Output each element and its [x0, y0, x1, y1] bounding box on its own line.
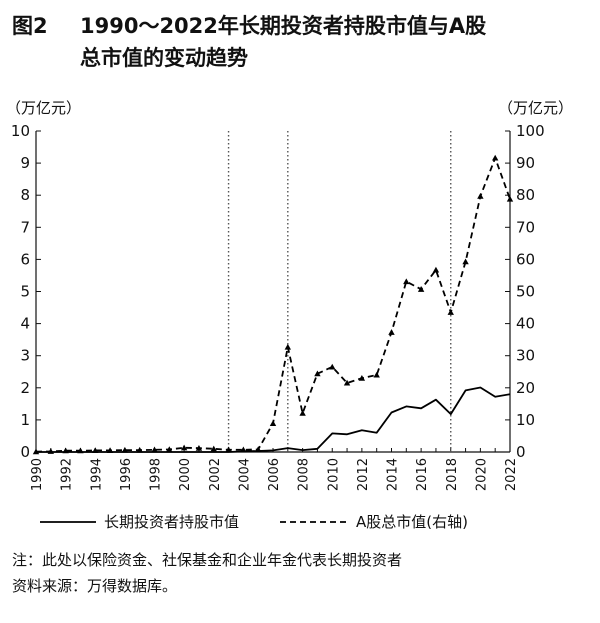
- a-share-data-point: [269, 420, 277, 426]
- x-tick-label: 2022: [504, 458, 519, 491]
- a-share-data-point: [225, 446, 232, 453]
- x-tick-label: 2008: [297, 458, 312, 491]
- left-axis-unit: （万亿元）: [6, 99, 81, 117]
- a-share-market-cap-line: [35, 157, 511, 453]
- a-share-data-point: [136, 446, 143, 453]
- x-tick-label: 2006: [267, 458, 282, 491]
- figure-label: 图2: [12, 14, 48, 38]
- a-share-data-point: [299, 409, 306, 416]
- right-tick-label: 70: [516, 218, 535, 236]
- figure-title-line-2: 总市值的变动趋势: [80, 46, 248, 70]
- a-share-data-point: [254, 446, 262, 452]
- legend-label-long-term-investor: 长期投资者持股市值: [104, 513, 239, 531]
- right-tick-label: 90: [516, 154, 535, 172]
- a-share-data-point: [195, 444, 203, 451]
- a-share-data-point: [373, 371, 380, 378]
- right-tick-label: 50: [516, 283, 535, 301]
- right-tick-label: 30: [516, 347, 535, 365]
- x-tick-label: 2002: [208, 458, 223, 491]
- left-tick-label: 4: [20, 315, 30, 333]
- a-share-data-point: [180, 444, 188, 451]
- a-share-data-point: [447, 309, 454, 315]
- a-share-data-point: [106, 447, 114, 453]
- x-tick-label: 2004: [237, 458, 252, 491]
- left-tick-label: 3: [20, 347, 30, 365]
- a-share-data-point: [432, 266, 440, 273]
- left-tick-label: 5: [20, 283, 30, 301]
- a-share-data-point: [47, 448, 55, 454]
- right-tick-label: 60: [516, 250, 535, 268]
- a-share-data-point: [343, 379, 351, 386]
- a-share-data-point: [32, 448, 40, 455]
- left-tick-label: 9: [20, 154, 30, 172]
- a-share-data-point: [358, 374, 366, 381]
- right-tick-label: 10: [516, 411, 535, 429]
- x-tick-label: 1994: [89, 458, 104, 491]
- left-tick-label: 8: [20, 186, 30, 204]
- a-share-data-point: [240, 446, 247, 453]
- a-share-data-point: [477, 192, 484, 199]
- x-tick-label: 1990: [30, 458, 45, 491]
- a-share-data-point: [121, 446, 129, 453]
- a-share-data-point: [462, 258, 469, 265]
- figure-title-line-1: 1990～2022年长期投资者持股市值与A股: [80, 14, 487, 38]
- x-tick-label: 2014: [386, 458, 401, 491]
- right-tick-label: 80: [516, 186, 535, 204]
- a-share-data-point: [329, 363, 336, 370]
- a-share-data-point: [62, 447, 69, 454]
- right-tick-label: 40: [516, 315, 535, 333]
- x-tick-label: 1996: [119, 458, 134, 491]
- x-tick-label: 2000: [178, 458, 193, 491]
- x-tick-label: 2018: [445, 458, 460, 491]
- a-share-data-point: [388, 329, 395, 335]
- right-axis-unit: （万亿元）: [498, 99, 573, 117]
- a-share-data-point: [506, 195, 514, 202]
- a-share-data-point: [166, 446, 173, 452]
- x-tick-label: 2010: [326, 458, 341, 491]
- x-tick-label: 2012: [356, 458, 371, 491]
- right-tick-label: 20: [516, 379, 535, 397]
- chart-note: 注：此处以保险资金、社保基金和企业年金代表长期投资者: [12, 551, 403, 569]
- chart-source: 资料来源：万得数据库。: [12, 577, 178, 595]
- a-share-data-point: [403, 278, 410, 285]
- a-share-data-point: [92, 447, 99, 453]
- a-share-data-point: [491, 154, 499, 161]
- x-tick-label: 2020: [474, 458, 489, 491]
- a-share-data-point: [77, 447, 84, 454]
- right-tick-label: 100: [516, 122, 545, 140]
- left-tick-label: 7: [20, 218, 30, 236]
- a-share-data-point: [210, 445, 217, 452]
- x-tick-label: 1992: [60, 458, 75, 491]
- a-share-data-point: [417, 286, 425, 292]
- a-share-data-point: [284, 343, 292, 350]
- left-tick-label: 10: [11, 122, 30, 140]
- a-share-data-point: [151, 446, 158, 453]
- left-tick-label: 1: [20, 411, 30, 429]
- long-term-investor-holdings-line: [36, 386, 511, 453]
- x-tick-label: 1998: [149, 458, 164, 491]
- legend-label-a-share: A股总市值(右轴): [356, 513, 468, 531]
- right-tick-label: 0: [516, 443, 526, 461]
- x-tick-label: 2016: [415, 458, 430, 491]
- a-share-data-point: [314, 370, 321, 377]
- left-tick-label: 2: [20, 379, 30, 397]
- left-tick-label: 6: [20, 250, 30, 268]
- left-tick-label: 0: [20, 443, 30, 461]
